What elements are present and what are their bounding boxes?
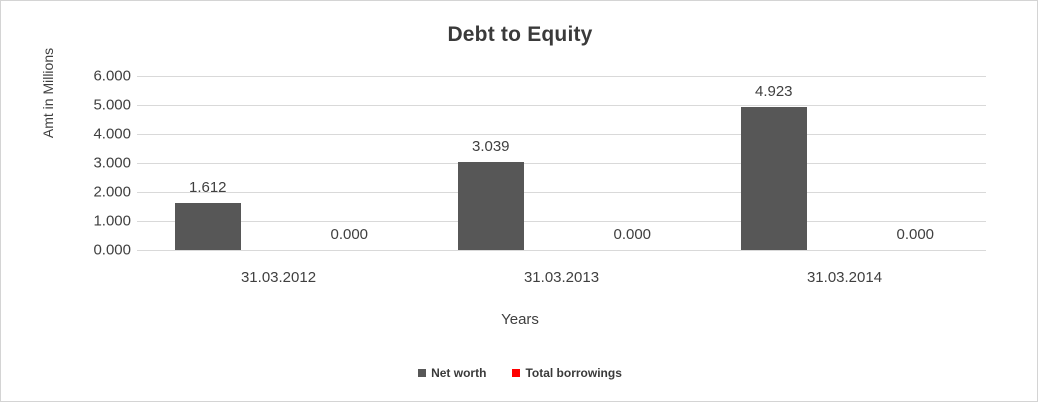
y-tick-label: 6.000	[93, 67, 131, 85]
bar	[174, 203, 241, 250]
chart-title: Debt to Equity	[447, 23, 593, 46]
bar	[457, 161, 524, 250]
legend-swatch-icon	[512, 369, 521, 377]
bar-value-label: 0.000	[613, 226, 652, 243]
legend-label: Net worth	[431, 366, 487, 380]
bar	[740, 107, 807, 250]
gridline	[137, 134, 986, 135]
plot-area	[137, 76, 986, 251]
y-tick-label: 3.000	[93, 154, 131, 172]
y-tick-label: 0.000	[93, 241, 131, 259]
bar-value-label: 3.039	[471, 137, 510, 155]
x-category-label: 31.03.2012	[240, 269, 317, 286]
gridline	[137, 76, 986, 77]
legend-item[interactable]: Net worth	[418, 366, 486, 380]
gridline	[137, 250, 986, 251]
y-tick-label: 1.000	[93, 212, 131, 230]
y-axis-tick-labels: 6.000 5.000 4.000 3.000 2.000 1.000 0.000	[59, 68, 131, 259]
bar-value-label: 4.923	[754, 83, 793, 101]
gridline	[137, 163, 986, 164]
gridline	[137, 105, 986, 106]
bar-value-label: 0.000	[896, 226, 935, 243]
x-category-label: 31.03.2013	[523, 269, 600, 286]
bar-value-label: 1.612	[188, 179, 227, 197]
y-tick-label: 5.000	[93, 96, 131, 114]
x-category-label: 31.03.2014	[806, 269, 883, 286]
y-tick-label: 4.000	[93, 125, 131, 143]
legend-item[interactable]: Total borrowings	[512, 366, 622, 380]
legend-swatch-icon	[418, 369, 427, 377]
legend-label: Total borrowings	[525, 366, 622, 380]
gridline	[137, 192, 986, 193]
gridline	[137, 221, 986, 222]
bar-value-label: 0.000	[330, 226, 369, 243]
y-axis-title: Amt in Millions	[40, 47, 56, 139]
chart-legend: Net worth Total borrowings	[1, 366, 1037, 380]
x-axis-title: Years	[501, 311, 539, 328]
y-tick-label: 2.000	[93, 183, 131, 201]
